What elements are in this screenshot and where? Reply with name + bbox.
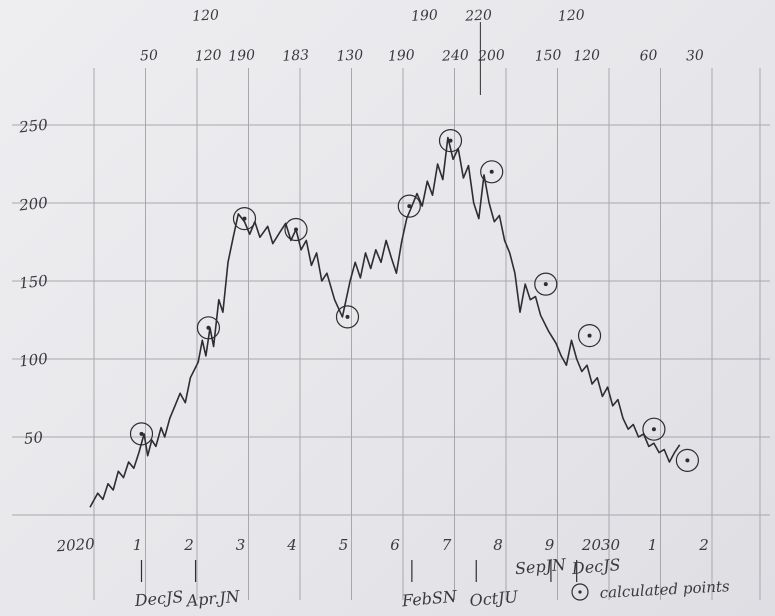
top-annotation-label: 130: [336, 47, 364, 64]
event-marker-label: DecJS: [133, 587, 184, 610]
event-marker-label: DecJS: [570, 555, 621, 578]
data-line: [89, 136, 681, 508]
calculated-point-circle: [480, 160, 504, 184]
top-annotation-label: 150: [534, 47, 562, 64]
y-tick-label: 200: [17, 194, 49, 215]
x-tick-label: 5: [339, 536, 349, 554]
calculated-point-circle: [335, 305, 360, 329]
top-annotation-label: 190: [411, 7, 439, 24]
calculated-point-circle: [675, 448, 700, 472]
calculated-point-circle: [397, 194, 421, 218]
calculated-point-circle: [438, 129, 463, 153]
top-annotation-label: 120: [558, 7, 586, 24]
x-tick-label: 3: [236, 536, 246, 554]
x-tick-label: 2020: [55, 535, 96, 556]
top-annotation-label: 190: [388, 47, 416, 64]
y-tick-label: 50: [23, 428, 44, 448]
calculated-point-circle: [196, 316, 221, 340]
calculated-point-circle: [232, 207, 257, 231]
x-tick-label: 2: [698, 536, 709, 554]
calculated-point-dot: [407, 204, 412, 209]
calculated-point-dot: [651, 427, 656, 432]
top-annotation-label: 220: [464, 7, 493, 24]
x-tick-label: 6: [390, 536, 400, 554]
legend-label: calculated points: [599, 577, 730, 602]
x-tick-label: 4: [286, 536, 297, 554]
calculated-point-dot: [139, 431, 144, 436]
event-marker-label: OctJU: [469, 587, 519, 610]
event-marker-label: Apr.JN: [184, 587, 242, 611]
calculated-point-circle: [577, 324, 602, 348]
y-tick-label: 100: [18, 350, 49, 371]
top-annotation-label: 240: [441, 47, 470, 64]
calculated-point-dot: [587, 333, 592, 338]
calculated-point-circle: [534, 272, 558, 296]
top-annotation-label: 50: [140, 48, 159, 65]
top-annotation-label: 120: [573, 47, 601, 64]
top-annotation-label: 30: [686, 48, 705, 65]
calculated-point-dot: [294, 227, 298, 232]
top-annotation-label: 200: [477, 47, 506, 64]
x-tick-label: 8: [493, 536, 503, 554]
event-marker-label: SepJN: [514, 555, 568, 578]
event-marker-label: FebSN: [400, 587, 458, 611]
top-annotation-label: 60: [639, 48, 658, 65]
legend-symbol: [571, 583, 589, 601]
calculated-point-dot: [242, 216, 247, 221]
calculated-point-dot: [685, 458, 690, 463]
x-tick-label: 2030: [581, 536, 621, 554]
calculated-point-circle: [642, 417, 666, 441]
top-annotation-label: 120: [192, 7, 220, 24]
y-tick-label: 150: [18, 272, 49, 293]
calculated-point-circle: [129, 422, 154, 446]
x-tick-label: 1: [648, 536, 658, 554]
calculated-point-circle: [284, 217, 308, 242]
calculated-point-dot: [489, 169, 494, 174]
top-annotation-label: 120: [194, 47, 222, 64]
calculated-point-dot: [345, 314, 350, 319]
top-annotation-label: 190: [228, 47, 256, 64]
x-tick-label: 2: [183, 536, 194, 554]
y-tick-label: 250: [17, 116, 49, 137]
calculated-point-dot: [206, 325, 211, 330]
top-annotation-label: 183: [282, 47, 310, 64]
x-tick-label: 7: [442, 536, 452, 554]
calculated-point-dot: [543, 282, 548, 287]
legend-symbol-dot: [578, 590, 582, 594]
x-tick-label: 1: [133, 536, 143, 554]
x-tick-label: 9: [545, 536, 555, 554]
calculated-point-dot: [448, 138, 453, 143]
